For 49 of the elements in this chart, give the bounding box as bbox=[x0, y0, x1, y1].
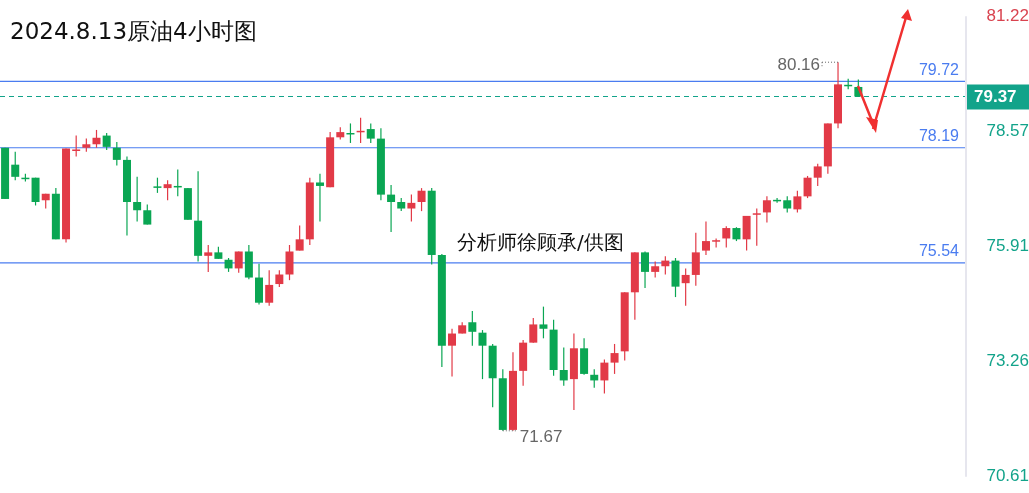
candlestick bbox=[742, 215, 751, 252]
candlestick bbox=[133, 176, 142, 223]
annotation: 80.16 bbox=[777, 55, 821, 75]
candlestick bbox=[295, 224, 304, 252]
candlestick bbox=[11, 151, 20, 181]
candlestick bbox=[803, 175, 812, 199]
candlestick bbox=[610, 343, 619, 375]
candlestick bbox=[712, 237, 721, 249]
y-tick-label: 81.22 bbox=[986, 5, 1029, 25]
candlestick bbox=[163, 179, 172, 201]
candlestick bbox=[529, 317, 538, 344]
candlestick bbox=[701, 220, 710, 256]
candlestick bbox=[72, 134, 81, 158]
candlestick bbox=[813, 163, 822, 187]
candlestick bbox=[600, 358, 609, 395]
ref-line-label: 79.72 bbox=[918, 60, 960, 78]
candlestick bbox=[315, 173, 324, 223]
annotation: 71.67 bbox=[519, 426, 563, 446]
candlestick bbox=[366, 122, 375, 144]
candlestick bbox=[407, 194, 416, 223]
candlestick bbox=[112, 141, 121, 167]
candlestick bbox=[417, 187, 426, 212]
ref-line-label: 78.19 bbox=[918, 127, 960, 145]
candlestick bbox=[539, 306, 548, 339]
candlestick bbox=[285, 244, 294, 281]
candlestick bbox=[722, 225, 731, 249]
candlestick bbox=[793, 190, 802, 214]
candlestick bbox=[468, 310, 477, 347]
y-tick-label: 70.61 bbox=[986, 466, 1029, 486]
candlestick bbox=[387, 184, 396, 233]
annotation: 分析师徐顾承/供图 bbox=[457, 230, 624, 255]
chart-title: 2024.8.13原油4小时图 bbox=[10, 17, 257, 46]
candlestick bbox=[265, 269, 274, 307]
candlestick bbox=[234, 250, 243, 274]
candlestick bbox=[559, 346, 568, 387]
candlestick bbox=[691, 232, 700, 287]
y-tick-label: 75.91 bbox=[986, 236, 1029, 256]
candlestick bbox=[762, 195, 771, 224]
y-tick-label: 73.26 bbox=[986, 351, 1029, 371]
y-tick-label: 78.57 bbox=[986, 120, 1029, 140]
candlestick bbox=[641, 250, 650, 289]
ref-line-label: 79.37 bbox=[974, 87, 1017, 107]
candlestick bbox=[448, 328, 457, 378]
candlestick bbox=[752, 207, 761, 247]
candlestick bbox=[143, 204, 152, 226]
candlestick bbox=[681, 267, 690, 307]
candlestick bbox=[478, 329, 487, 380]
candlestick bbox=[204, 244, 213, 273]
ref-line-label: 75.54 bbox=[918, 242, 960, 260]
